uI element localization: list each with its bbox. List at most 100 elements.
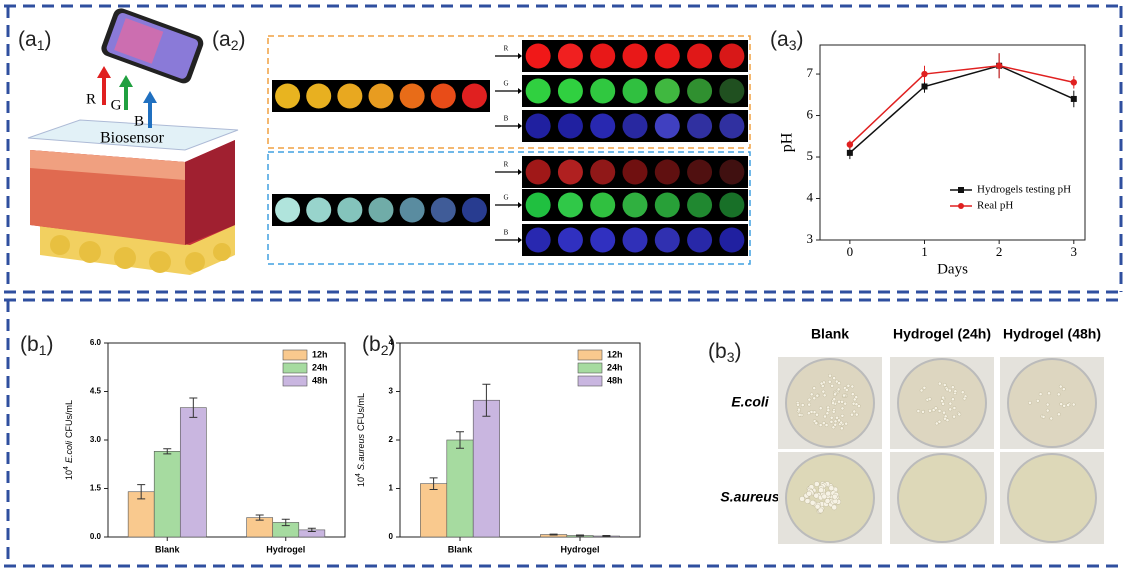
legend-swatch <box>282 362 308 374</box>
panel-sub: 3 <box>789 37 797 53</box>
colony <box>812 396 817 401</box>
well <box>719 192 745 218</box>
well <box>622 78 648 104</box>
colony <box>840 406 845 411</box>
well <box>622 43 648 69</box>
x-tick-label: Blank <box>155 544 181 554</box>
colony <box>831 401 835 405</box>
channel-label: G <box>503 80 508 88</box>
colony <box>815 393 820 398</box>
channel-label: B <box>504 229 509 237</box>
well <box>399 83 425 109</box>
plate <box>1007 358 1097 448</box>
arrow-head <box>518 237 522 243</box>
error-bar <box>163 448 172 455</box>
marker <box>995 62 1003 69</box>
colony <box>807 397 812 402</box>
colony <box>842 393 846 398</box>
colony <box>806 490 812 497</box>
plate <box>1007 453 1097 543</box>
y-tick-label: 2 <box>389 435 394 444</box>
colony <box>831 409 836 414</box>
colony <box>828 373 832 378</box>
well <box>590 192 616 218</box>
colony <box>823 414 827 419</box>
well <box>525 192 551 218</box>
colony <box>832 376 836 380</box>
well <box>654 78 680 104</box>
y-tick-label: 3 <box>807 231 814 246</box>
colony <box>799 496 805 502</box>
colony <box>817 507 824 514</box>
colony <box>797 413 802 417</box>
well <box>622 113 648 139</box>
channel-label: G <box>111 97 122 113</box>
well <box>525 227 551 253</box>
well <box>557 43 583 69</box>
colony <box>827 379 832 384</box>
well <box>590 227 616 253</box>
colony <box>796 402 800 407</box>
colony <box>919 388 924 393</box>
x-axis-label: Days <box>937 261 968 277</box>
colony <box>952 414 956 419</box>
panel-close: ) <box>238 28 245 51</box>
colony <box>828 485 835 491</box>
y-tick-label: 3 <box>389 387 394 396</box>
colony <box>797 407 801 412</box>
colony <box>1045 408 1050 413</box>
petri-dishes: Blank Hydrogel (24h) Hydrogel (48h) E.coli S… <box>720 326 1104 544</box>
error-bar <box>281 518 290 527</box>
well <box>590 113 616 139</box>
bar <box>179 407 207 538</box>
colony <box>833 422 838 427</box>
colony <box>850 412 854 417</box>
error-bar <box>137 484 146 500</box>
legend-swatch <box>577 375 603 387</box>
panel-letter: (a <box>212 28 231 51</box>
panel-letter: (b <box>708 340 727 363</box>
colony <box>819 381 824 386</box>
label-exp: 4 <box>355 473 362 477</box>
colony <box>928 408 932 413</box>
legend-label: Hydrogels testing pH <box>977 184 1071 196</box>
legend-swatch <box>577 362 603 374</box>
colony <box>839 420 844 425</box>
well <box>622 227 648 253</box>
well <box>557 78 583 104</box>
colony <box>1062 404 1066 408</box>
plate-row-label: S.aureus <box>720 489 779 505</box>
well <box>461 83 487 109</box>
colony <box>852 397 857 402</box>
line <box>849 64 1075 154</box>
y-tick-label: 6 <box>807 107 814 122</box>
colony <box>824 423 829 427</box>
x-tick-label: 3 <box>1071 244 1078 259</box>
plate-row-label: E.coli <box>731 394 769 410</box>
colony <box>937 381 942 386</box>
colony <box>922 385 927 390</box>
blue-box <box>267 151 751 265</box>
legend-label: 12h <box>312 349 328 359</box>
well <box>306 83 332 109</box>
well <box>590 159 616 185</box>
well <box>399 197 425 223</box>
colony <box>835 415 839 420</box>
colony <box>850 392 855 396</box>
colony <box>844 421 848 426</box>
colony <box>813 492 820 499</box>
arrow-head <box>518 88 522 94</box>
well <box>430 83 456 109</box>
colony <box>837 418 841 423</box>
y-tick-label: 0.0 <box>90 532 102 541</box>
channel-label: R <box>86 91 96 107</box>
well <box>557 159 583 185</box>
colony <box>960 390 965 395</box>
channel-label: B <box>504 115 509 123</box>
colony <box>836 387 841 392</box>
marker <box>1070 79 1078 86</box>
colony <box>951 397 955 402</box>
colony <box>829 415 834 420</box>
well <box>590 78 616 104</box>
